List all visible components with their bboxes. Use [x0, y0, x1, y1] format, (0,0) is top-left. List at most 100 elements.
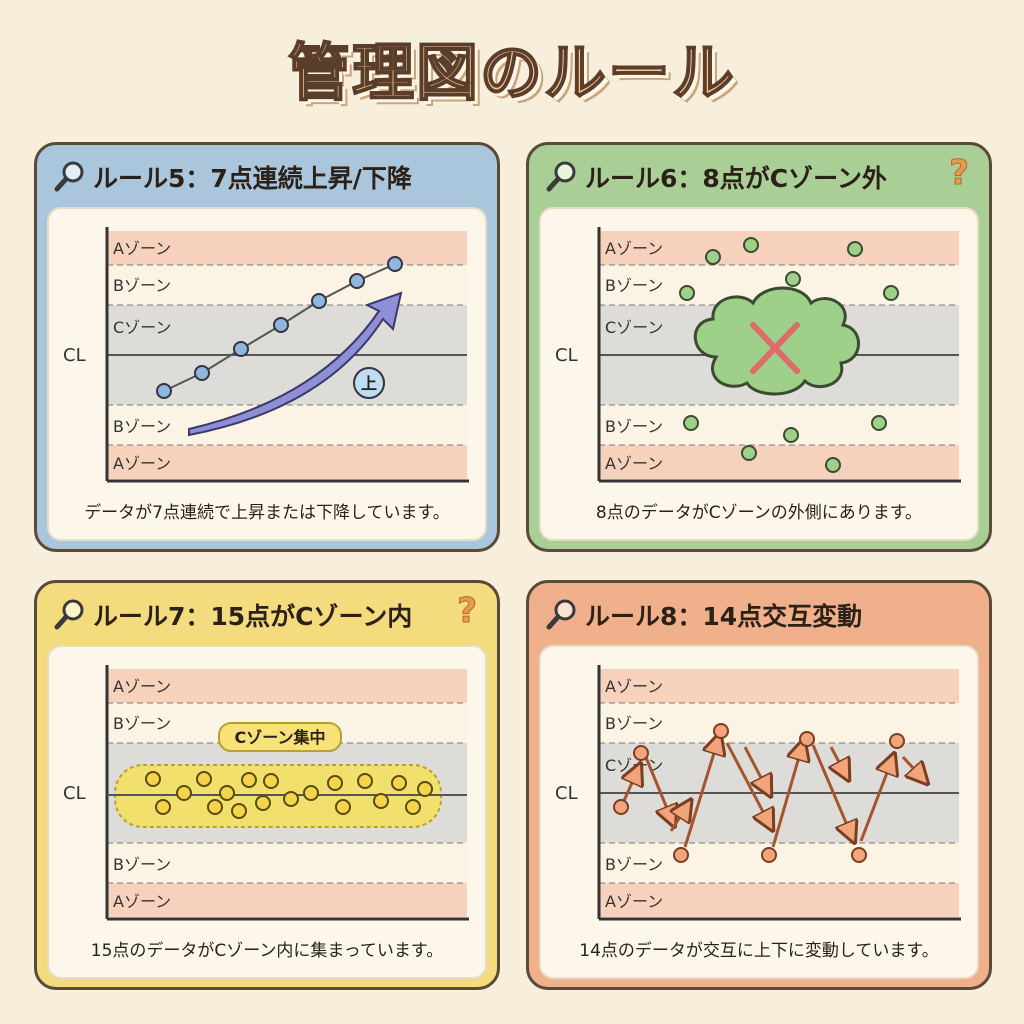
data-point: [273, 317, 289, 333]
alternating-arrows: [623, 737, 925, 847]
data-point: [417, 781, 433, 797]
data-point: [357, 773, 373, 789]
zone-label-b: Bゾーン: [113, 417, 171, 436]
panel-rule-6: ルール6：8点がCゾーン外 ? Aゾーン Bゾーン Cゾーン CL Bゾーン A…: [526, 142, 992, 552]
panel-title: ルール8：14点交互変動: [585, 602, 863, 631]
data-point: [391, 775, 407, 791]
arrow-icon: [643, 754, 673, 823]
a-zone-bottom: [107, 445, 467, 479]
control-chart: Aゾーン Bゾーン Cゾーン CL Bゾーン Aゾーン: [555, 665, 961, 921]
panel-caption: 14点のデータが交互に上下に変動しています。: [579, 941, 939, 961]
data-point: [335, 799, 351, 815]
a-zone-top: [107, 231, 467, 265]
data-point: [761, 847, 777, 863]
up-badge-label: 上: [361, 374, 377, 393]
arrow-icon: [811, 744, 853, 839]
panel-rule-8: ルール8：14点交互変動 Aゾーン Bゾーン Cゾーン CL B: [526, 580, 992, 990]
a-zone-top: [107, 669, 467, 703]
arrow-icon: [725, 742, 771, 827]
data-point: [196, 771, 212, 787]
cl-label: CL: [63, 345, 86, 366]
data-point: [207, 799, 223, 815]
zone-label-c: Cゾーン: [113, 318, 171, 337]
data-point: [705, 249, 721, 265]
data-point: [303, 785, 319, 801]
arrow-icon: [671, 803, 689, 832]
zone-label-a: Aゾーン: [113, 239, 171, 258]
cross-icon: [750, 322, 800, 374]
c-zone-badge: [218, 722, 342, 752]
panel-rule-7: ルール7：15点がCゾーン内 ? Aゾーン Bゾーン CL Bゾーン Aゾーン …: [34, 580, 500, 990]
panel-header: ルール7：15点がCゾーン内 ?: [37, 583, 497, 645]
a-zone-top: [599, 669, 959, 703]
a-zone-bottom: [599, 445, 959, 479]
arrow-icon: [683, 737, 719, 848]
panel-header: ルール5：7点連続上昇/下降: [37, 145, 497, 207]
arrow-icon: [901, 755, 925, 781]
data-point: [145, 771, 161, 787]
panel-body: Aゾーン Bゾーン Cゾーン CL Bゾーン Aゾーン: [539, 645, 979, 979]
zone-label-b: Bゾーン: [605, 276, 663, 295]
data-point: [156, 383, 172, 399]
panel-title: ルール6：8点がCゾーン外: [585, 164, 887, 193]
data-point: [349, 273, 365, 289]
zone-label-b: Bゾーン: [605, 855, 663, 874]
panel-caption: データが7点連続で上昇または下降しています。: [84, 503, 450, 523]
data-point: [405, 799, 421, 815]
magnifier-icon: [546, 161, 576, 192]
data-point: [679, 285, 695, 301]
panel-title: ルール7：15点がCゾーン内: [93, 602, 413, 631]
zone-label-b: Bゾーン: [113, 855, 171, 874]
question-mark-icon: ?: [949, 153, 970, 194]
arrow-icon: [623, 767, 639, 804]
cl-label: CL: [555, 783, 578, 804]
zone-label-a: Aゾーン: [605, 677, 663, 696]
data-point: [283, 791, 299, 807]
data-point: [255, 795, 271, 811]
a-zone-bottom: [599, 883, 959, 917]
data-point: [783, 427, 799, 443]
b-zone-bottom: [599, 843, 959, 883]
a-zone-bottom: [107, 883, 467, 917]
arrow-icon: [859, 757, 893, 842]
data-point: [741, 445, 757, 461]
data-point: [633, 745, 649, 761]
data-point: [263, 773, 279, 789]
data-point: [673, 847, 689, 863]
b-zone-bottom: [599, 405, 959, 445]
cl-label: CL: [555, 345, 578, 366]
data-point: [713, 723, 729, 739]
data-point: [176, 785, 192, 801]
data-point: [241, 772, 257, 788]
panel-title: ルール5：7点連続上昇/下降: [93, 164, 412, 193]
zone-label-a: Aゾーン: [605, 454, 663, 473]
cloud-icon: [693, 286, 860, 396]
zone-label-b: Bゾーン: [113, 714, 171, 733]
question-mark-icon: ?: [457, 591, 478, 632]
data-point: [847, 241, 863, 257]
arrow-icon: [743, 746, 769, 793]
data-point: [743, 237, 759, 253]
magnifier-icon: [546, 599, 576, 630]
data-point: [851, 847, 867, 863]
data-point: [871, 415, 887, 431]
data-point: [327, 775, 343, 791]
zone-label-a: Aゾーン: [113, 454, 171, 473]
arrow-icon: [188, 291, 403, 437]
panel-body: Aゾーン Bゾーン Cゾーン CL Bゾーン Aゾーン 8点のデータがCゾーンの…: [539, 207, 979, 541]
panel-caption: 15点のデータがCゾーン内に集まっています。: [90, 941, 444, 961]
zone-label-a: Aゾーン: [605, 892, 663, 911]
control-chart: Aゾーン Bゾーン Cゾーン CL Bゾーン Aゾーン: [555, 227, 961, 483]
a-zone-top: [599, 231, 959, 265]
magnifier-icon: [54, 161, 84, 192]
magnifier-icon: [54, 599, 84, 630]
data-point: [373, 793, 389, 809]
data-point: [387, 256, 403, 272]
data-point: [799, 731, 815, 747]
b-zone-bottom: [107, 405, 467, 445]
zone-label-b: Bゾーン: [113, 276, 171, 295]
data-point: [155, 799, 171, 815]
zone-label-c: Cゾーン: [605, 318, 663, 337]
data-point: [883, 285, 899, 301]
zone-label-b: Bゾーン: [605, 417, 663, 436]
